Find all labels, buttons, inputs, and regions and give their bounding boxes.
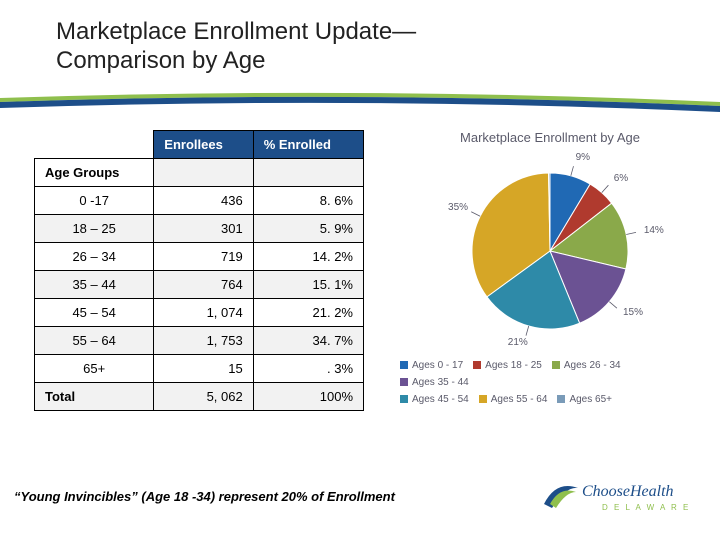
legend-item: Ages 26 - 34 (552, 357, 621, 374)
row-pct: 21. 2% (253, 299, 363, 327)
table-body: Age Groups 0 -174368. 6%18 – 253015. 9%2… (35, 159, 364, 411)
table-row: 0 -174368. 6% (35, 187, 364, 215)
content-row: Enrollees % Enrolled Age Groups 0 -17436… (34, 130, 700, 411)
pie-slice-label: 15% (623, 307, 643, 318)
logo-text-top: ChooseHealth (582, 483, 674, 500)
legend-label: Ages 35 - 44 (412, 377, 469, 388)
legend-item: Ages 55 - 64 (479, 391, 548, 408)
pie-leader (526, 326, 529, 336)
pie-svg (430, 151, 670, 351)
age-table: Enrollees % Enrolled Age Groups 0 -17436… (34, 130, 364, 411)
total-label: Total (35, 383, 154, 411)
table-row: 18 – 253015. 9% (35, 215, 364, 243)
pie-slice-label: 6% (614, 173, 628, 184)
row-label: 45 – 54 (35, 299, 154, 327)
footnote-text: “Young Invincibles” (Age 18 -34) represe… (14, 489, 395, 504)
legend-item: Ages 35 - 44 (400, 374, 469, 391)
legend-item: Ages 18 - 25 (473, 357, 542, 374)
choose-health-logo: ChooseHealth D E L A W A R E (542, 474, 692, 520)
pie-leader (609, 302, 617, 308)
legend-swatch (552, 361, 560, 369)
row-label: 35 – 44 (35, 271, 154, 299)
row-enrollees: 301 (154, 215, 253, 243)
row-label: 18 – 25 (35, 215, 154, 243)
table-row: 45 – 541, 07421. 2% (35, 299, 364, 327)
legend-label: Ages 18 - 25 (485, 360, 542, 371)
total-enrollees: 5, 062 (154, 383, 253, 411)
pie-leader (602, 185, 609, 192)
total-pct: 100% (253, 383, 363, 411)
chart-panel: Marketplace Enrollment by Age 9% 6% 14% 15%… (400, 130, 700, 408)
legend-label: Ages 65+ (569, 394, 612, 405)
table-header-blank (35, 131, 154, 159)
table-row: 55 – 641, 75334. 7% (35, 327, 364, 355)
table-row: 65+15. 3% (35, 355, 364, 383)
row-enrollees: 764 (154, 271, 253, 299)
empty-cell (253, 159, 363, 187)
pie-slice-label: 21% (508, 337, 528, 348)
title-line-1: Marketplace Enrollment Update— (56, 18, 720, 47)
chart-legend: Ages 0 - 17 Ages 18 - 25 Ages 26 - 34 Ages … (400, 357, 700, 408)
row-enrollees: 1, 753 (154, 327, 253, 355)
legend-swatch (479, 395, 487, 403)
legend-label: Ages 45 - 54 (412, 394, 469, 405)
legend-swatch (400, 395, 408, 403)
legend-label: Ages 0 - 17 (412, 360, 463, 371)
slide-title: Marketplace Enrollment Update— Compariso… (0, 0, 720, 76)
accent-bar (0, 92, 720, 116)
legend-label: Ages 26 - 34 (564, 360, 621, 371)
legend-item: Ages 65+ (557, 391, 612, 408)
row-pct: 5. 9% (253, 215, 363, 243)
table-row: 26 – 3471914. 2% (35, 243, 364, 271)
legend-swatch (400, 361, 408, 369)
row-label: 26 – 34 (35, 243, 154, 271)
empty-cell (154, 159, 253, 187)
logo-swoosh-icon (544, 486, 578, 508)
pie-slice-label: 9% (576, 152, 590, 163)
title-line-2: Comparison by Age (56, 47, 720, 76)
row-label: 0 -17 (35, 187, 154, 215)
pie-slice-label: 35% (448, 202, 468, 213)
row-enrollees: 436 (154, 187, 253, 215)
table-row-total: Total5, 062100% (35, 383, 364, 411)
row-pct: 14. 2% (253, 243, 363, 271)
table-header-enrollees: Enrollees (154, 131, 253, 159)
row-pct: 15. 1% (253, 271, 363, 299)
group-label: Age Groups (35, 159, 154, 187)
row-pct: . 3% (253, 355, 363, 383)
table-header-pct: % Enrolled (253, 131, 363, 159)
pie-chart: 9% 6% 14% 15% 21% 35% (430, 151, 670, 351)
legend-swatch (473, 361, 481, 369)
logo-text-bottom: D E L A W A R E (602, 503, 690, 512)
pie-slice-label: 14% (644, 225, 664, 236)
legend-item: Ages 0 - 17 (400, 357, 463, 374)
row-enrollees: 15 (154, 355, 253, 383)
row-pct: 8. 6% (253, 187, 363, 215)
table-row-group-label: Age Groups (35, 159, 364, 187)
legend-swatch (400, 378, 408, 386)
table-row: 35 – 4476415. 1% (35, 271, 364, 299)
legend-swatch (557, 395, 565, 403)
chart-title: Marketplace Enrollment by Age (400, 130, 700, 145)
row-label: 55 – 64 (35, 327, 154, 355)
row-enrollees: 1, 074 (154, 299, 253, 327)
row-pct: 34. 7% (253, 327, 363, 355)
row-enrollees: 719 (154, 243, 253, 271)
legend-item: Ages 45 - 54 (400, 391, 469, 408)
pie-leader (471, 212, 480, 216)
row-label: 65+ (35, 355, 154, 383)
legend-label: Ages 55 - 64 (491, 394, 548, 405)
pie-leader (571, 166, 574, 176)
pie-leader (626, 232, 636, 234)
